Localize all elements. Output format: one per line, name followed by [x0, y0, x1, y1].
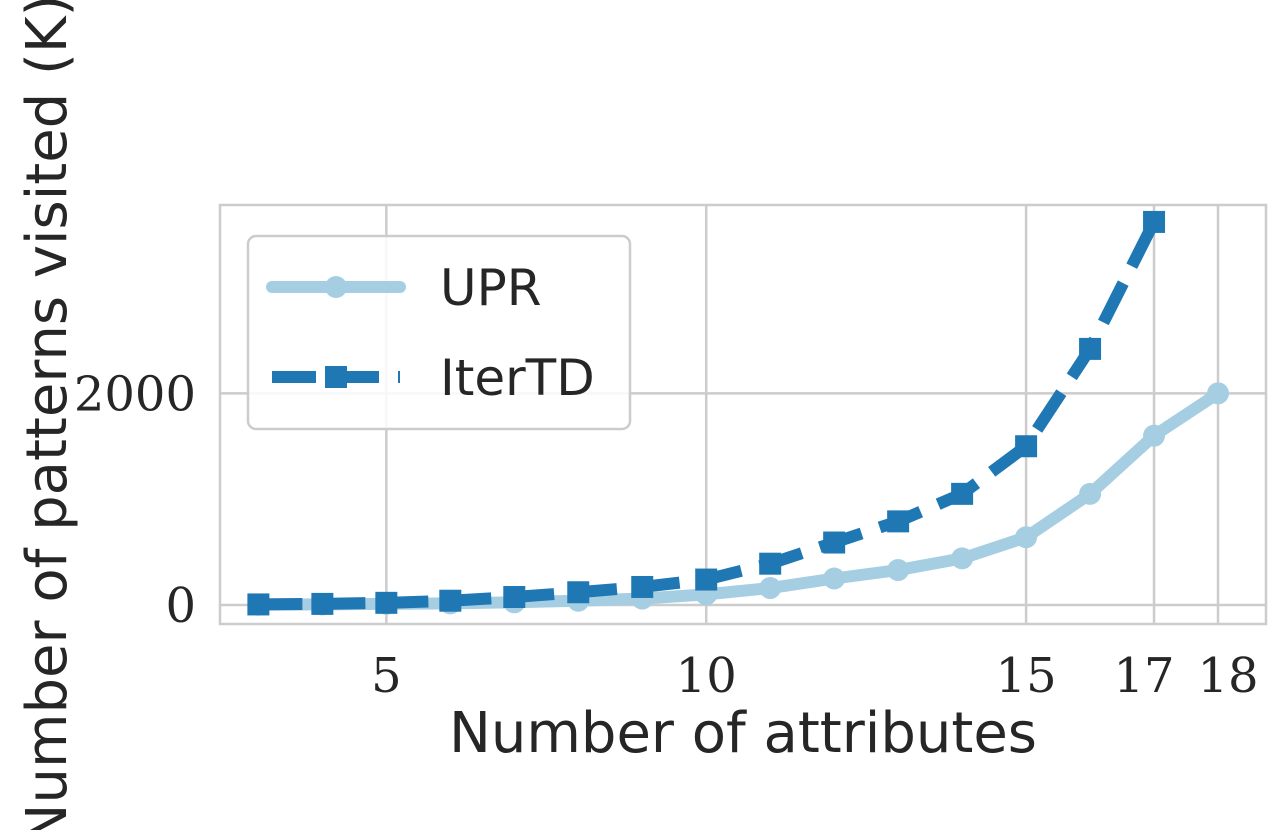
data-point-upr — [823, 567, 846, 590]
data-point-itertd — [1143, 210, 1166, 233]
data-point-itertd — [887, 510, 910, 533]
plot-area — [218, 203, 1268, 626]
y-axis-title: Number of patterns visited (K) — [15, 0, 80, 830]
legend-label-upr: UPR — [440, 259, 542, 317]
x-tick-label: 18 — [1197, 648, 1258, 704]
data-point-itertd — [695, 568, 718, 591]
x-tick-label: 17 — [1114, 648, 1175, 704]
x-tick-label: 10 — [676, 648, 737, 704]
y-tick-label: 2000 — [74, 366, 196, 422]
data-point-itertd — [503, 586, 526, 609]
data-point-upr — [1143, 424, 1166, 447]
data-point-itertd — [567, 581, 590, 604]
data-point-itertd — [631, 575, 654, 598]
legend-marker-upr — [325, 276, 347, 298]
data-point-itertd — [375, 591, 398, 614]
data-point-upr — [951, 547, 974, 570]
data-point-itertd — [439, 589, 462, 612]
x-axis-title: Number of attributes — [449, 701, 1037, 766]
data-point-upr — [759, 577, 782, 600]
legend-marker-itertd — [325, 366, 347, 388]
tick-labels: 5 10 15 17 18 0 2000 — [74, 366, 1259, 704]
data-point-itertd — [1079, 337, 1102, 360]
data-point-itertd — [247, 593, 270, 616]
data-point-upr — [1015, 526, 1038, 549]
x-tick-label: 15 — [996, 648, 1057, 704]
data-point-itertd — [759, 552, 782, 575]
y-tick-label: 0 — [165, 578, 196, 634]
data-point-itertd — [823, 531, 846, 554]
legend-label-itertd: IterTD — [440, 349, 595, 407]
data-point-upr — [887, 559, 910, 582]
legend: UPR IterTD — [246, 234, 632, 431]
data-point-upr — [1207, 382, 1230, 405]
x-tick-label: 5 — [371, 648, 402, 704]
series-itertd — [247, 210, 1166, 616]
series-layer — [247, 210, 1230, 616]
data-point-itertd — [951, 482, 974, 505]
data-point-itertd — [1015, 435, 1038, 458]
data-point-itertd — [311, 592, 334, 615]
data-point-upr — [1079, 482, 1102, 505]
